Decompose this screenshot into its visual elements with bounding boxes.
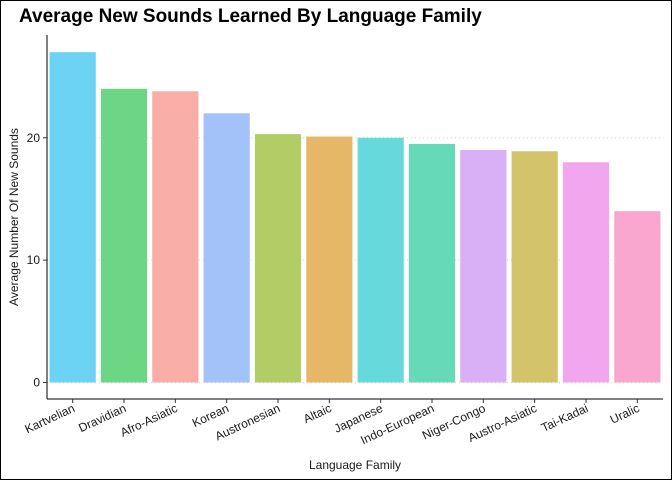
x-axis-title: Language Family xyxy=(309,458,401,472)
bar-korean xyxy=(203,113,250,383)
gridlines xyxy=(47,137,663,383)
bar-kartvelian xyxy=(49,52,96,383)
x-tick-label: Kartvelian xyxy=(23,401,77,436)
bar-dravidian xyxy=(100,88,148,383)
y-tick-label: 20 xyxy=(27,131,41,145)
bar-austronesian xyxy=(254,134,302,383)
x-tick-label: Tai-Kadai xyxy=(539,401,590,435)
y-tick-label: 10 xyxy=(27,253,41,267)
bars xyxy=(49,52,661,383)
y-axis-title: Average Number Of New Sounds xyxy=(7,128,21,306)
bar-indo-european xyxy=(408,143,456,383)
bar-afro-asiatic xyxy=(152,91,199,383)
bar-austro-asiatic xyxy=(511,151,558,383)
bar-niger-congo xyxy=(460,150,507,383)
y-axis-ticks: 0 10 20 xyxy=(27,131,47,389)
x-tick-label: Afro-Asiatic xyxy=(118,401,180,440)
bar-japanese xyxy=(357,137,404,383)
x-tick-label: Uralic xyxy=(608,401,642,427)
bar-uralic xyxy=(614,211,661,383)
y-tick-label: 0 xyxy=(33,375,40,389)
x-tick-label: Altaic xyxy=(301,401,334,426)
chart-title: Average New Sounds Learned By Language F… xyxy=(19,6,482,27)
bar-tai-kadai xyxy=(562,162,610,383)
bar-altaic xyxy=(306,136,353,383)
